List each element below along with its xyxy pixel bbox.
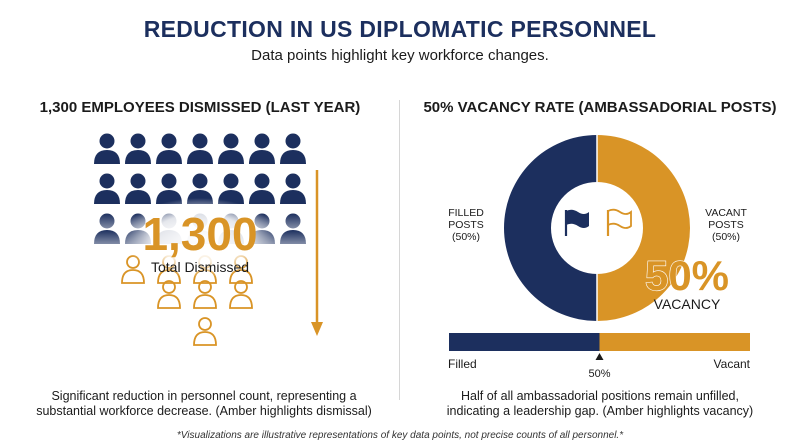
person-icon: [280, 213, 306, 244]
filled-label-line2: POSTS: [448, 219, 484, 231]
donut-slice-vacant: [597, 135, 690, 321]
donut-slice-filled: [504, 135, 597, 321]
left-caption-line1: Significant reduction in personnel count…: [51, 389, 357, 403]
bar-filled-label: Filled: [448, 357, 477, 371]
number-glow: [122, 198, 278, 278]
right-caption-line2: indicating a leadership gap. (Amber high…: [446, 404, 754, 418]
decrease-arrow-icon: [311, 170, 323, 336]
vacant-label-line1: VACANT: [705, 207, 747, 219]
left-caption: Significant reduction in personnel count…: [4, 389, 404, 419]
person-icon: [125, 133, 151, 164]
bar-vacant-label: Vacant: [714, 357, 751, 371]
bar-segment-vacant: [599, 333, 750, 351]
right-panel-title: 50% VACANCY RATE (AMBASSADORIAL POSTS): [423, 99, 777, 116]
person-icon: [218, 173, 244, 204]
vacant-label-line2: POSTS: [708, 219, 744, 231]
dismissed-person-icon: [229, 280, 253, 309]
right-caption-line1: Half of all ambassadorial positions rema…: [461, 389, 739, 403]
filled-label-line1: FILLED: [448, 207, 484, 219]
vacant-flag-icon: [606, 208, 632, 236]
person-icon: [94, 133, 120, 164]
footnote: *Visualizations are illustrative represe…: [176, 430, 624, 441]
person-icon: [94, 173, 120, 204]
left-panel-title: 1,300 EMPLOYEES DISMISSED (LAST YEAR): [39, 99, 361, 116]
person-icon: [94, 213, 120, 244]
left-caption-line2: substantial workforce decrease. (Amber h…: [36, 404, 372, 418]
person-icon: [249, 173, 275, 204]
bar-marker-label: 50%: [588, 368, 610, 380]
dismissed-person-icon: [157, 280, 181, 309]
page-subtitle: Data points highlight key workforce chan…: [251, 47, 549, 64]
vacancy-number: 50%: [645, 252, 729, 299]
dismissed-label: Total Dismissed: [151, 259, 249, 275]
right-caption: Half of all ambassadorial positions rema…: [400, 389, 800, 419]
filled-flag-icon: [564, 209, 589, 236]
vacancy-bar: [449, 333, 750, 360]
bar-segment-filled: [449, 333, 600, 351]
person-icon: [249, 133, 275, 164]
person-icon: [156, 173, 182, 204]
person-icon: [280, 173, 306, 204]
dismissed-person-icon: [193, 280, 217, 309]
vacant-label-line3: (50%): [712, 231, 740, 243]
bar-marker-icon: [595, 353, 604, 360]
filled-label-line3: (50%): [452, 231, 480, 243]
vacancy-label: VACANCY: [654, 296, 721, 312]
person-icon: [156, 133, 182, 164]
dismissed-number: 1,300: [142, 208, 257, 260]
vacancy-donut-chart: [504, 135, 690, 321]
person-icon: [125, 173, 151, 204]
person-icon: [218, 133, 244, 164]
person-icon: [187, 133, 213, 164]
dismissed-person-icon: [193, 317, 217, 346]
panel-divider: [399, 100, 400, 400]
person-icon: [280, 133, 306, 164]
page-title: REDUCTION IN US DIPLOMATIC PERSONNEL: [143, 16, 657, 42]
